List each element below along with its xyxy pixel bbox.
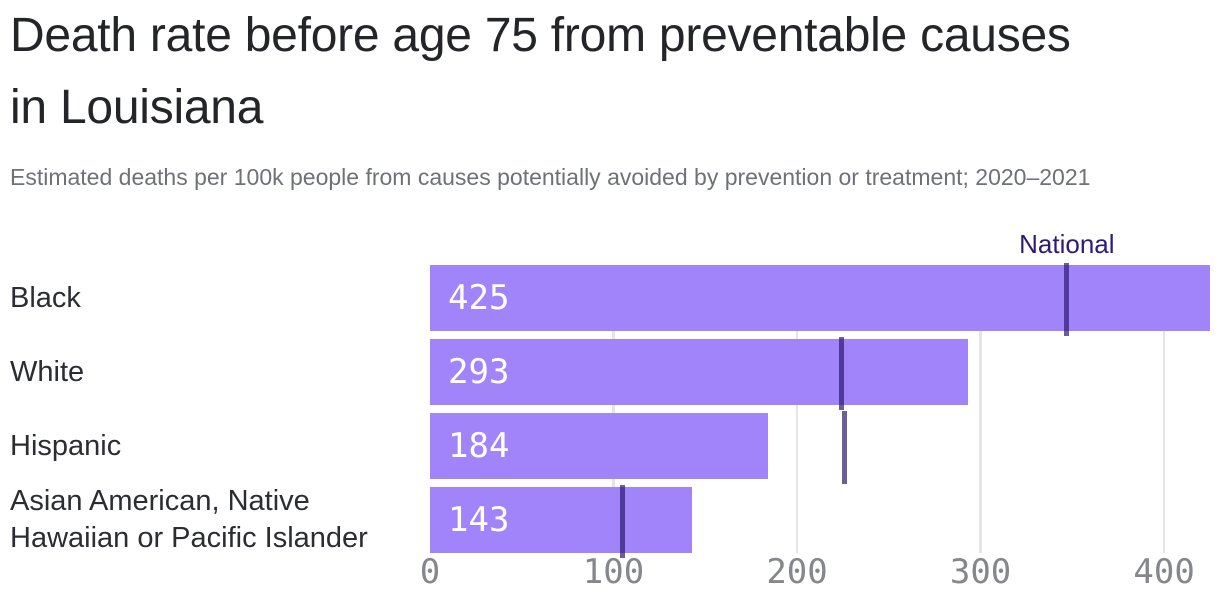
bar: 425 [430, 265, 1210, 331]
category-label: Hispanic [10, 429, 122, 462]
plot-area: 425 293 184 143 [430, 263, 1210, 558]
x-tick-label: 0 [419, 552, 441, 592]
gridline-400 [1162, 265, 1166, 553]
bar-value-label: 184 [448, 426, 510, 466]
bar-value-label: 143 [448, 500, 510, 540]
category-label: White [10, 355, 85, 388]
chart-title: Death rate before age 75 from preventabl… [10, 0, 1071, 144]
national-marker [1064, 263, 1070, 336]
national-annotation-label: National [1019, 229, 1115, 259]
chart-subtitle: Estimated deaths per 100k people from ca… [10, 164, 1091, 190]
bar: 143 [430, 487, 693, 553]
x-tick-label: 200 [766, 552, 828, 592]
x-tick-label: 300 [949, 552, 1012, 592]
x-tick-label: 400 [1133, 552, 1195, 592]
bar: 184 [430, 413, 768, 479]
gridline-300 [979, 265, 982, 553]
national-marker [620, 485, 626, 558]
chart-title-line-2: in Louisiana [10, 81, 264, 134]
category-label: Black [10, 281, 81, 314]
national-marker [842, 411, 848, 484]
bar-value-label: 425 [448, 278, 510, 318]
national-marker [838, 337, 844, 410]
category-label: Asian American, Native Hawaiian or Pacif… [10, 485, 368, 554]
chart-title-line-1: Death rate before age 75 from preventabl… [10, 9, 1071, 62]
bar: 293 [430, 339, 968, 405]
bar-value-label: 293 [448, 352, 510, 392]
gridline-200 [795, 265, 799, 553]
x-tick-label: 100 [582, 552, 645, 592]
gridline-100 [612, 265, 615, 553]
